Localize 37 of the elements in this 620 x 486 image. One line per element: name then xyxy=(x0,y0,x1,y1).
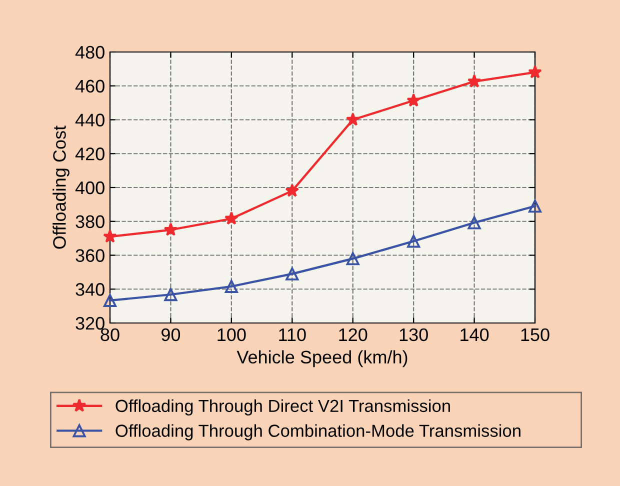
point xyxy=(285,184,300,197)
x-tick-label: 100 xyxy=(218,328,246,342)
y-tick-label: 420 xyxy=(75,148,104,160)
x-axis-title: Vehicle Speed (km/h) xyxy=(236,350,408,368)
point xyxy=(406,93,420,107)
point xyxy=(164,222,178,236)
x-tick-label: 130 xyxy=(400,328,428,342)
point xyxy=(346,112,360,126)
y-tick-label: 340 xyxy=(76,283,104,296)
y-tick-label: 400 xyxy=(75,181,104,194)
x-tick-label: 80 xyxy=(100,328,120,342)
x-tick-label: 90 xyxy=(162,328,180,342)
point xyxy=(164,288,178,302)
point xyxy=(468,216,481,230)
point xyxy=(103,294,117,308)
point xyxy=(407,234,420,248)
x-tick-label: 110 xyxy=(279,328,306,342)
point xyxy=(103,229,117,243)
legend-label: Offloading Through Direct V2I Transmission xyxy=(116,399,450,416)
point xyxy=(224,280,238,293)
point xyxy=(467,74,482,88)
point xyxy=(224,211,238,225)
x-tick-label: 140 xyxy=(460,328,489,342)
x-tick-label: 150 xyxy=(521,328,550,342)
y-tick-label: 440 xyxy=(75,114,104,126)
y-tick-label: 380 xyxy=(76,215,104,228)
legend-label: Offloading Through Combination-Mode Transmission xyxy=(116,424,520,440)
point xyxy=(528,65,542,78)
y-tick-label: 460 xyxy=(75,80,104,93)
point xyxy=(346,252,360,266)
y-tick-label: 360 xyxy=(76,249,104,262)
y-axis-title: Offloading Cost xyxy=(52,126,70,249)
x-tick-label: 120 xyxy=(339,328,368,342)
point xyxy=(528,200,542,213)
y-tick-label: 480 xyxy=(75,46,104,59)
point xyxy=(286,267,299,280)
y-tick-label: 320 xyxy=(76,316,104,330)
